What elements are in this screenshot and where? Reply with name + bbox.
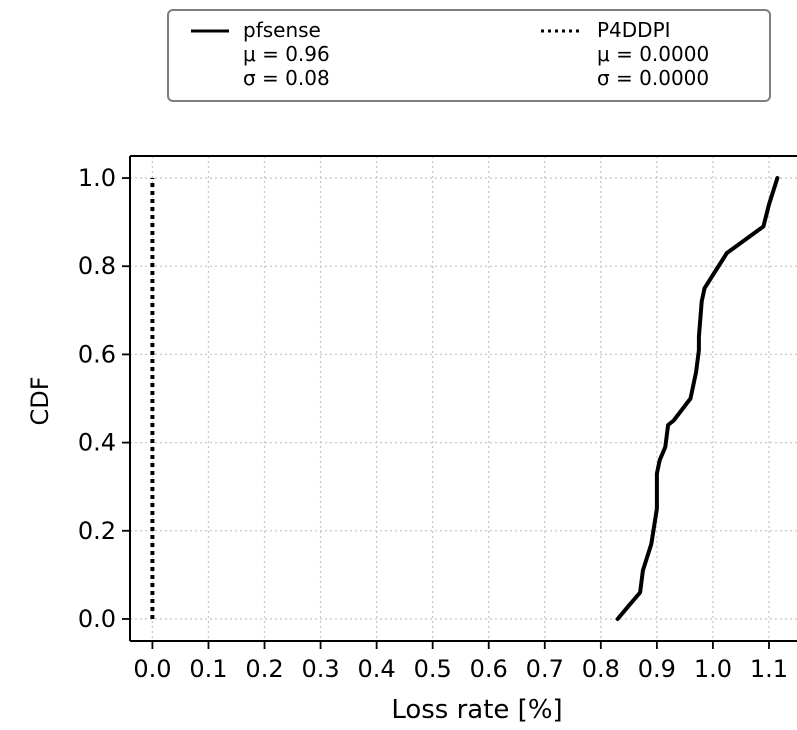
y-tick-label: 0.4 — [78, 429, 116, 457]
legend-mu-p4ddpi: μ = 0.0000 — [597, 42, 709, 66]
x-tick-label: 0.7 — [526, 655, 564, 683]
y-tick-label: 0.2 — [78, 517, 116, 545]
legend: pfsense μ = 0.96 σ = 0.08 P4DDPI μ = 0.0… — [167, 9, 771, 102]
legend-mu-pfsense: μ = 0.96 — [243, 42, 330, 66]
x-tick-label: 0.9 — [638, 655, 676, 683]
y-tick-label: 0.6 — [78, 340, 116, 368]
x-tick-label: 0.2 — [245, 655, 283, 683]
legend-label-pfsense: pfsense — [243, 18, 321, 42]
axis-ticks: 0.0 0.1 0.2 0.3 0.4 0.5 0.6 0.7 0.8 0.9 1.0 1.1 0.0 0… — [78, 164, 788, 683]
y-tick-label: 1.0 — [78, 164, 116, 192]
legend-sigma-p4ddpi: σ = 0.0000 — [597, 66, 709, 90]
x-tick-label: 1.0 — [694, 655, 732, 683]
y-axis-label: CDF — [26, 376, 54, 425]
legend-label-p4ddpi: P4DDPI — [597, 18, 671, 42]
x-tick-label: 0.0 — [133, 655, 171, 683]
y-tick-label: 0.0 — [78, 605, 116, 633]
y-tick-label: 0.8 — [78, 252, 116, 280]
series-line-pfsense — [615, 176, 780, 621]
grid-lines — [130, 156, 797, 641]
legend-sigma-pfsense: σ = 0.08 — [243, 66, 330, 90]
x-tick-label: 0.6 — [470, 655, 508, 683]
x-tick-label: 0.1 — [189, 655, 227, 683]
legend-frame — [167, 9, 771, 102]
x-tick-label: 1.1 — [750, 655, 788, 683]
x-tick-label: 0.3 — [301, 655, 339, 683]
series-layer — [150, 176, 780, 621]
x-axis-label: Loss rate [%] — [391, 695, 562, 725]
x-tick-label: 0.5 — [414, 655, 452, 683]
x-tick-label: 0.4 — [358, 655, 396, 683]
plot-area — [130, 156, 797, 641]
x-tick-label: 0.8 — [582, 655, 620, 683]
